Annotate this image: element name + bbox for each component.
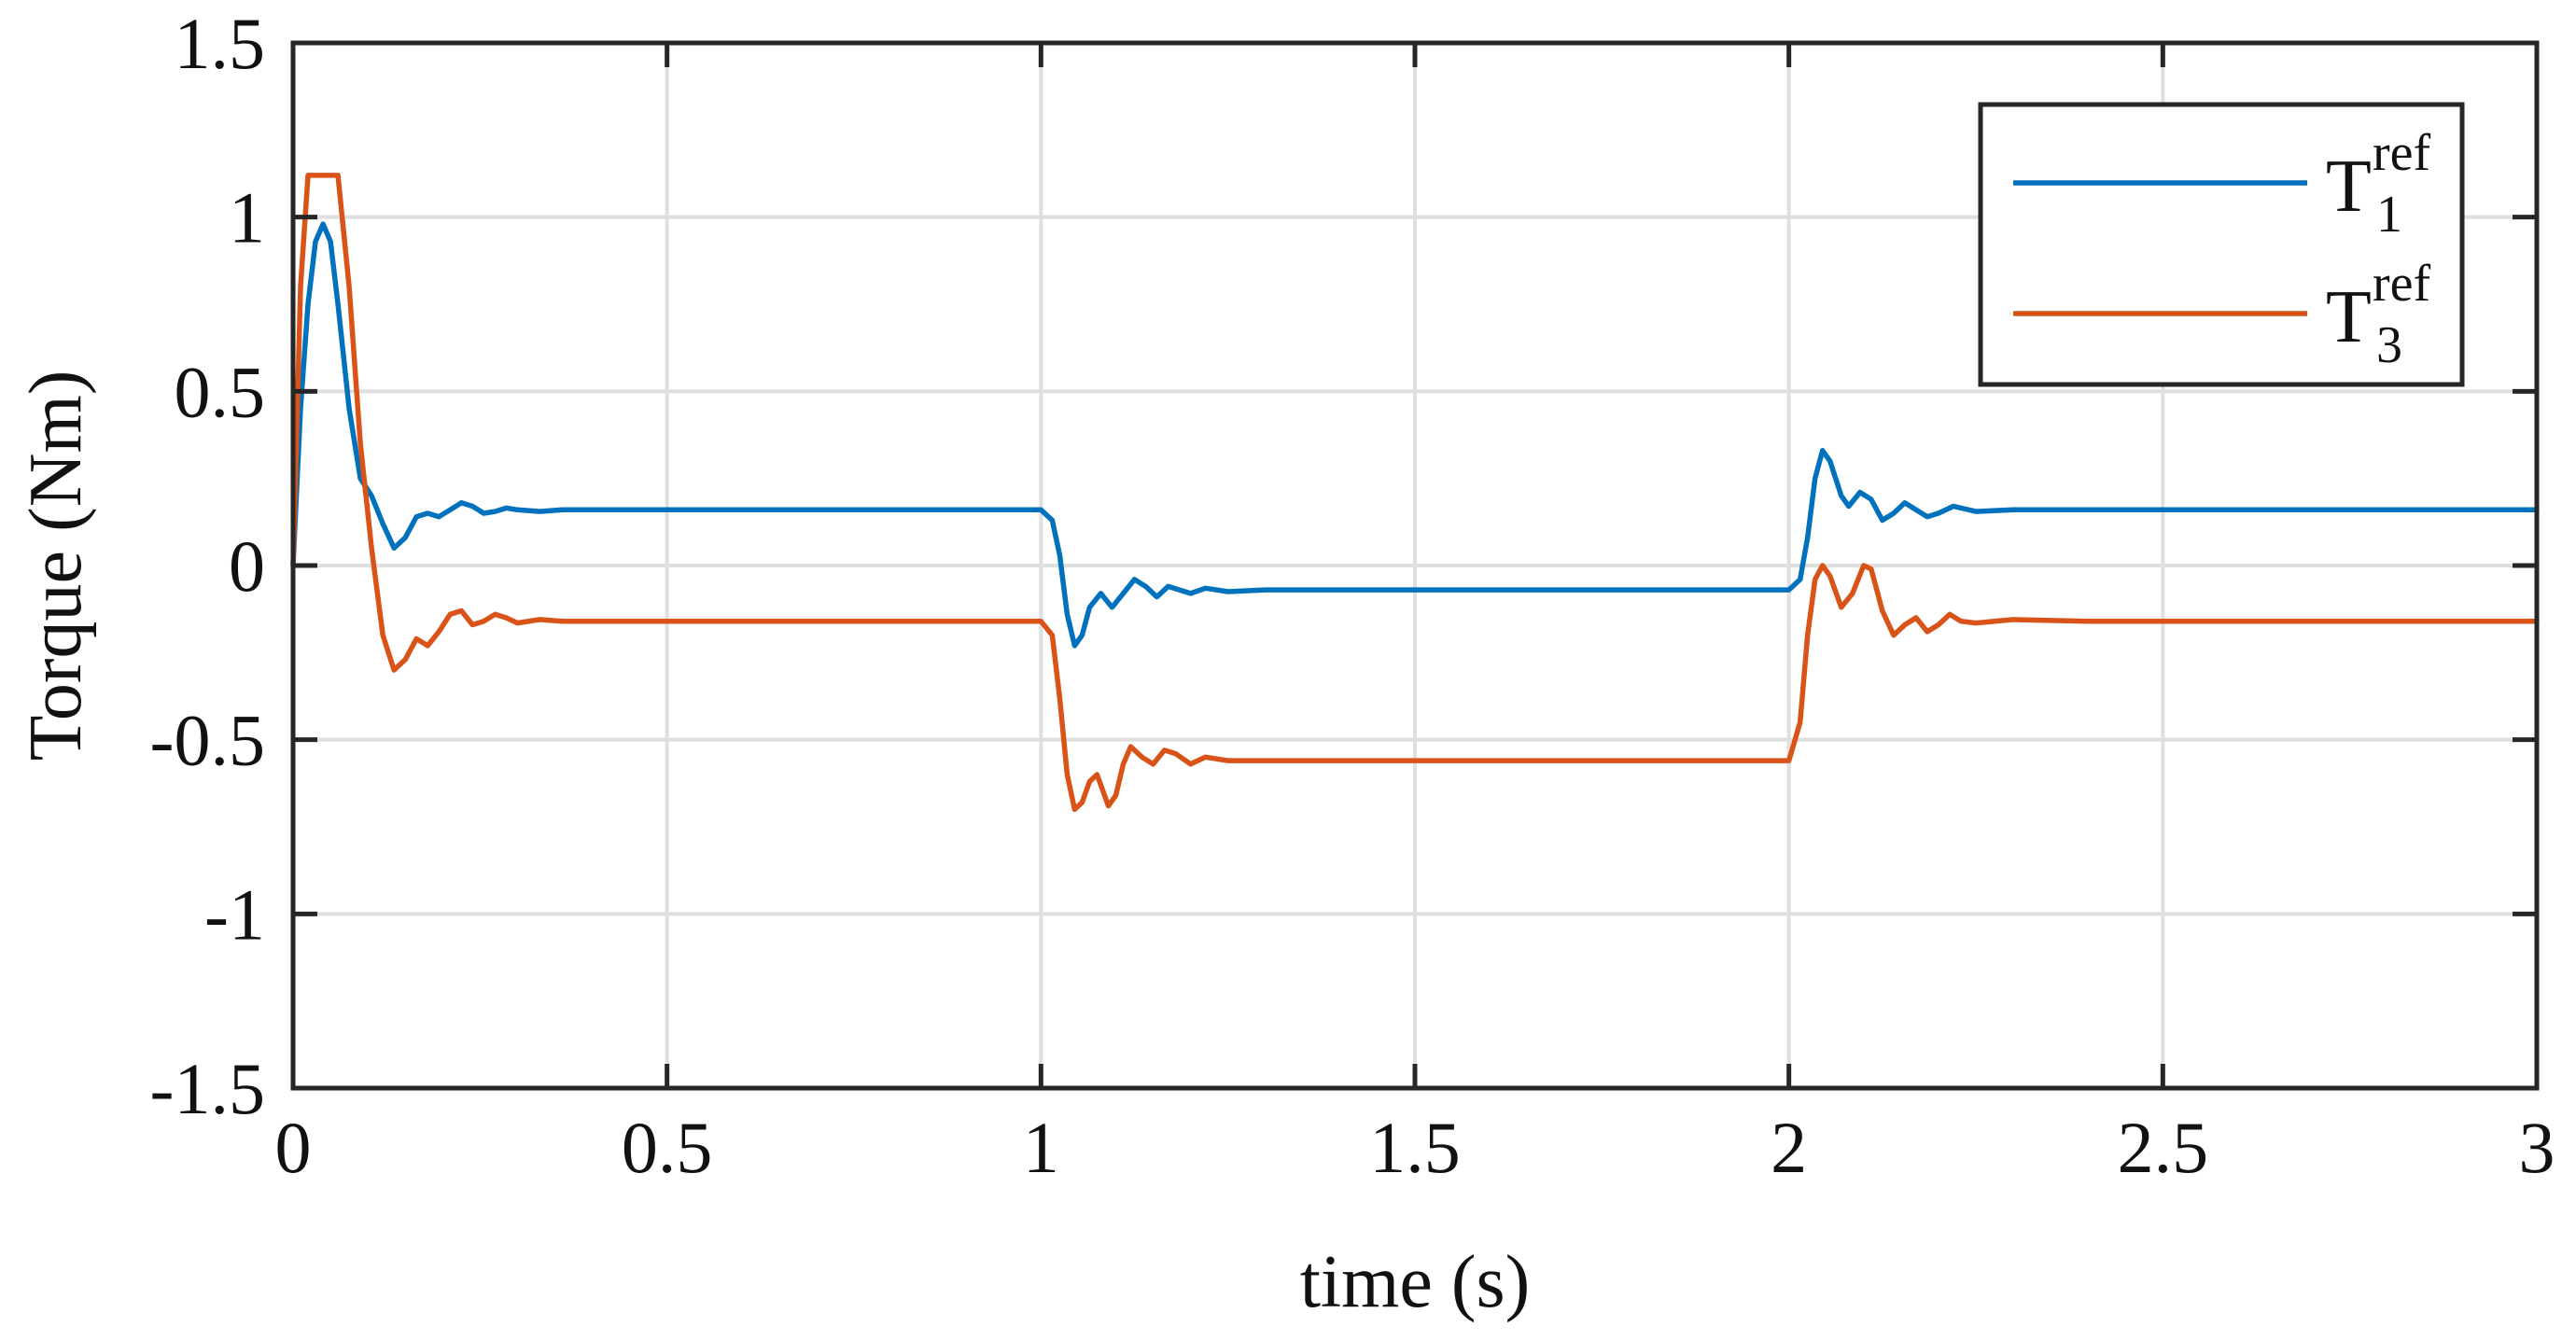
x-tick-label: 3 bbox=[2519, 1107, 2555, 1188]
legend-label: T bbox=[2326, 276, 2372, 358]
y-tick-label: 1.5 bbox=[175, 3, 266, 84]
x-tick-label: 1.5 bbox=[1369, 1107, 1461, 1188]
y-tick-label: 0.5 bbox=[175, 351, 266, 432]
y-tick-label: -0.5 bbox=[150, 700, 265, 781]
series-layer bbox=[290, 173, 2540, 813]
axis-ticks bbox=[290, 40, 2540, 1091]
x-tick-label: 1 bbox=[1023, 1107, 1059, 1188]
y-axis-label: Torque (Nm) bbox=[15, 370, 97, 761]
x-tick-label: 0.5 bbox=[622, 1107, 713, 1188]
y-tick-label: -1 bbox=[204, 873, 265, 955]
series-line-T3ref bbox=[290, 173, 2540, 813]
legend-label-sup: ref bbox=[2373, 124, 2431, 182]
x-tick-label: 2 bbox=[1771, 1107, 1807, 1188]
legend-label: T bbox=[2326, 146, 2372, 228]
series-line-T1ref bbox=[290, 221, 2540, 649]
legend-label-sup: ref bbox=[2373, 255, 2431, 313]
tick-labels: 0 0.5 1 1.5 2 2.5 3 -1.5 -1 -0.5 0 0.5 1 1.5 bbox=[150, 3, 2555, 1188]
y-tick-label: 1 bbox=[229, 177, 265, 258]
y-tick-label: -1.5 bbox=[150, 1048, 265, 1129]
x-tick-label: 0 bbox=[275, 1107, 312, 1188]
legend-label-sub: 1 bbox=[2376, 186, 2402, 244]
x-axis-label: time (s) bbox=[1300, 1241, 1531, 1323]
x-tick-label: 2.5 bbox=[2118, 1107, 2209, 1188]
y-tick-label: 0 bbox=[229, 525, 265, 607]
legend-label-sub: 3 bbox=[2376, 316, 2402, 374]
legend-box bbox=[1978, 102, 2465, 387]
